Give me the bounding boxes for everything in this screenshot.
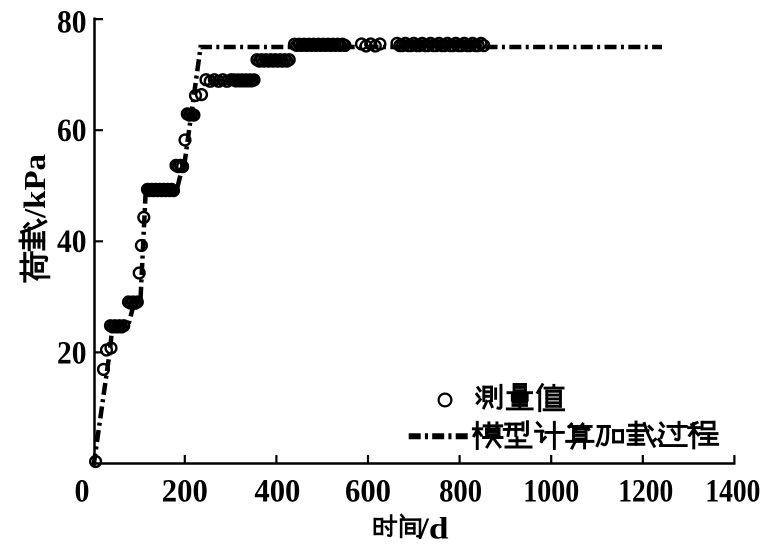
svg-text:60: 60 xyxy=(57,113,87,149)
svg-text:1000: 1000 xyxy=(523,474,579,510)
svg-text:/d: /d xyxy=(418,511,449,546)
svg-text:800: 800 xyxy=(439,474,482,510)
svg-text:40: 40 xyxy=(57,224,87,260)
svg-text:600: 600 xyxy=(345,474,391,510)
svg-text:20: 20 xyxy=(57,335,87,371)
svg-text:200: 200 xyxy=(162,474,208,510)
svg-text:0: 0 xyxy=(75,474,90,510)
svg-text:1400: 1400 xyxy=(705,474,760,510)
svg-text:/kPa: /kPa xyxy=(17,153,52,219)
svg-text:400: 400 xyxy=(254,474,300,510)
svg-text:80: 80 xyxy=(57,5,87,41)
svg-text:1200: 1200 xyxy=(618,474,673,510)
